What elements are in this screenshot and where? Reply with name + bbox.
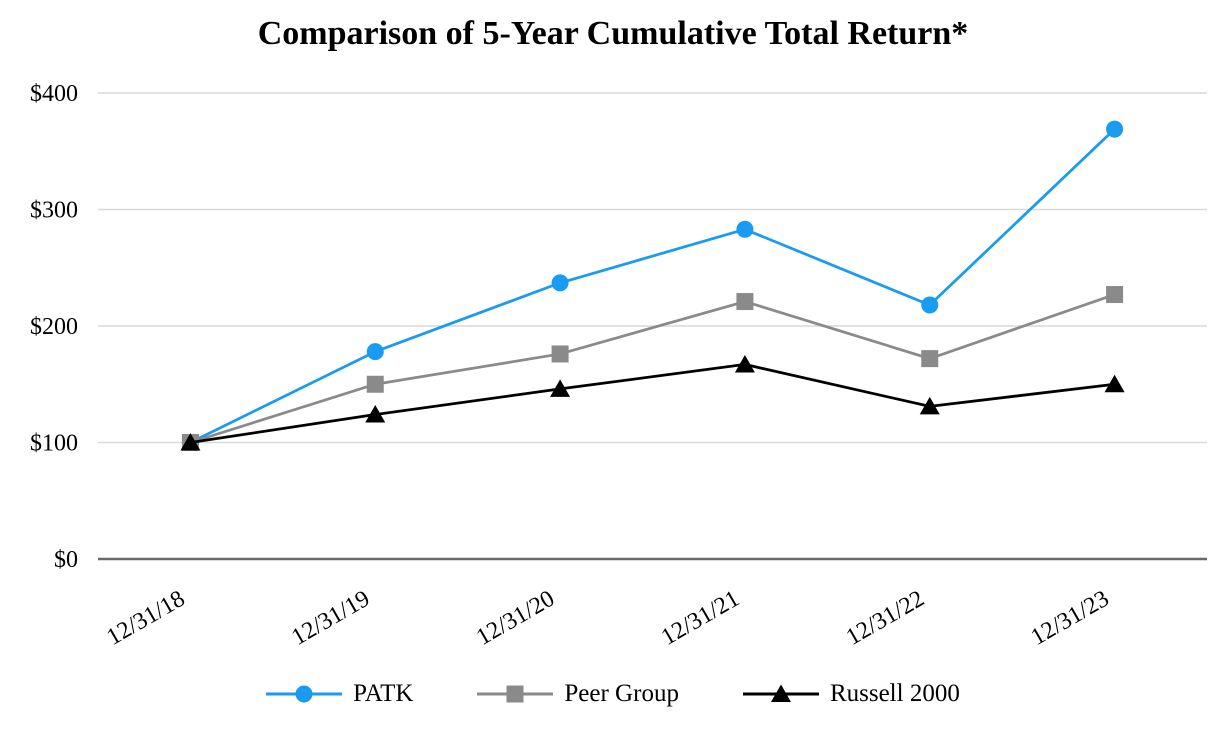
data-point-marker-patk [1106, 120, 1124, 138]
legend-label: PATK [353, 680, 414, 707]
chart-legend: PATK Peer Group Russell 2000 [0, 681, 1226, 706]
data-point-marker-peer-group [551, 345, 569, 363]
data-point-marker-peer-group [736, 293, 754, 311]
x-axis-tick-label: 12/31/23 [1027, 586, 1114, 651]
data-point-marker-russell-2000 [734, 354, 755, 373]
x-axis-tick-label: 12/31/21 [657, 586, 744, 651]
y-axis-tick-label: $400 [30, 81, 78, 107]
y-axis-tick-label: $0 [54, 547, 78, 573]
data-point-marker-peer-group [366, 375, 384, 393]
data-point-marker-russell-2000 [550, 379, 571, 397]
data-point-marker-peer-group [921, 350, 939, 368]
x-axis-tick-label: 12/31/22 [842, 586, 929, 651]
chart-title: Comparison of 5-Year Cumulative Total Re… [257, 15, 969, 52]
legend-marker-shape [770, 684, 791, 702]
legend-item-russell-2000: Russell 2000 [742, 680, 960, 707]
legend-circle-marker-icon [266, 685, 343, 702]
data-point-marker-patk [921, 296, 939, 314]
data-point-marker-russell-2000 [1104, 374, 1125, 393]
y-axis-tick-label: $100 [30, 431, 78, 457]
legend-marker-shape [506, 685, 524, 702]
series-line-russell-2000 [190, 363, 1115, 444]
data-point-marker-russell-2000 [180, 433, 201, 451]
data-point-marker-russell-2000 [919, 396, 940, 415]
legend-item-patk: PATK [266, 681, 413, 706]
legend-marker-shape [295, 685, 313, 702]
y-axis-tick-label: $300 [30, 198, 78, 224]
data-point-marker-patk [736, 220, 754, 238]
x-axis-tick-label: 12/31/20 [472, 586, 559, 651]
legend-square-marker-icon [477, 685, 554, 702]
legend-label: Russell 2000 [829, 680, 960, 707]
x-axis-tick-label: 12/31/18 [103, 586, 190, 651]
data-point-marker-patk [366, 343, 384, 361]
data-point-marker-russell-2000 [365, 405, 386, 423]
series-line-peer-group [190, 293, 1116, 444]
data-point-marker-patk [551, 274, 569, 292]
legend-label: Peer Group [564, 680, 679, 707]
x-axis-tick-label: 12/31/19 [287, 586, 374, 651]
legend-triangle-marker-icon [742, 684, 819, 702]
y-axis-tick-label: $200 [30, 314, 78, 340]
series-line-patk [189, 128, 1116, 444]
data-point-marker-peer-group [1106, 286, 1124, 304]
legend-item-peer-group: Peer Group [477, 681, 679, 706]
